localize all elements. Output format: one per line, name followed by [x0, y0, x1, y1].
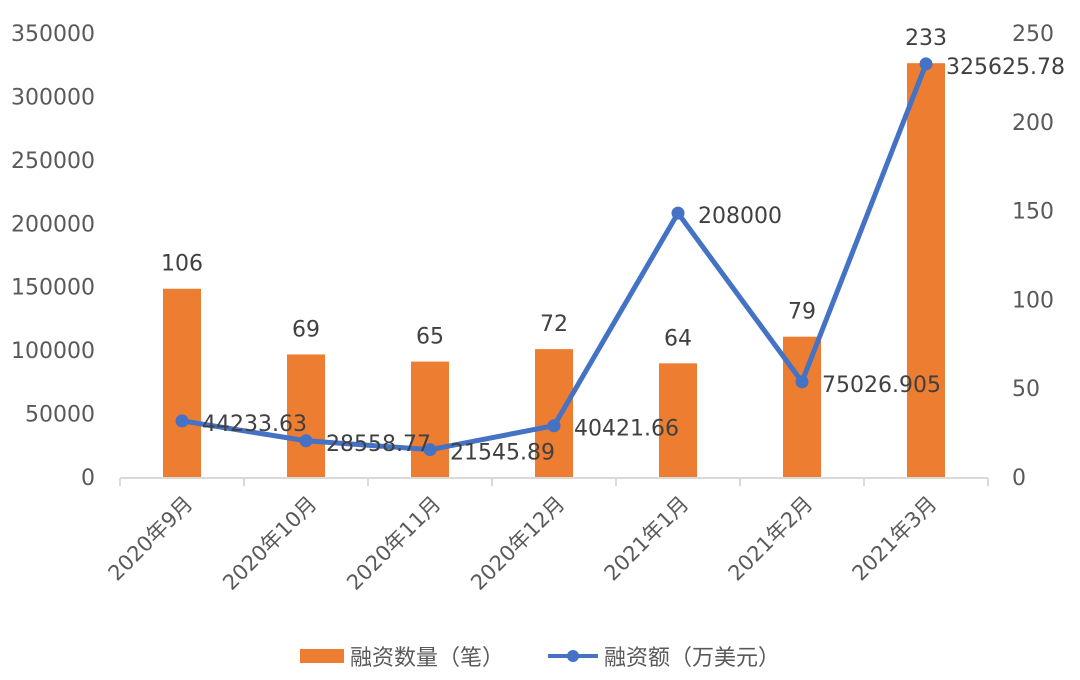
bar — [783, 336, 821, 477]
bar-value-label: 65 — [416, 325, 444, 350]
x-category-label: 2020年9月 — [104, 492, 198, 586]
line-value-label: 208000 — [698, 204, 782, 229]
line-marker — [299, 434, 313, 448]
bar-value-label: 64 — [664, 326, 692, 351]
line-marker — [919, 57, 933, 71]
bar — [287, 354, 325, 477]
line-value-label: 21545.89 — [450, 441, 555, 466]
line-data-labels: 44233.63 28558.77 21545.89 40421.66 208000 75… — [202, 55, 1065, 466]
right-tick-label: 250 — [1012, 22, 1054, 47]
legend-item-bar: 融资数量（笔） — [299, 640, 504, 672]
line-marker — [671, 206, 685, 220]
line-value-label: 40421.66 — [574, 417, 679, 442]
bar — [659, 363, 697, 477]
right-tick-label: 0 — [1012, 466, 1026, 491]
bar — [411, 361, 449, 477]
x-category-label: 2021年3月 — [848, 492, 942, 586]
line-value-label: 75026.905 — [822, 373, 941, 398]
x-category-label: 2020年11月 — [342, 492, 445, 595]
bar — [907, 63, 945, 477]
line-marker — [175, 414, 189, 428]
bar-value-label: 72 — [540, 312, 568, 337]
left-tick-label: 200000 — [11, 212, 95, 237]
bar-swatch-icon — [299, 649, 344, 663]
bar — [535, 349, 573, 477]
line-marker — [423, 443, 437, 457]
x-category-label: 2021年2月 — [724, 492, 818, 586]
legend-item-line: 融资额（万美元） — [548, 640, 780, 672]
line-series — [175, 57, 933, 457]
left-tick-label: 0 — [81, 466, 95, 491]
left-tick-label: 50000 — [25, 403, 95, 428]
left-tick-label: 150000 — [11, 276, 95, 301]
x-axis-ticks — [119, 478, 989, 486]
left-tick-label: 100000 — [11, 339, 95, 364]
right-tick-label: 100 — [1012, 288, 1054, 313]
bar-value-label: 79 — [788, 300, 816, 325]
bar-series — [163, 63, 945, 477]
line-marker — [547, 419, 561, 433]
left-axis: 0 50000 100000 150000 200000 250000 300000 3500… — [11, 22, 95, 491]
bar-value-label: 233 — [905, 26, 947, 51]
bar-value-label: 69 — [292, 317, 320, 342]
left-tick-label: 300000 — [11, 85, 95, 110]
right-tick-label: 150 — [1012, 200, 1054, 225]
bar-value-label: 106 — [161, 252, 203, 277]
x-category-label: 2020年12月 — [466, 492, 569, 595]
x-axis-labels: 2020年9月 2020年10月 2020年11月 2020年12月 2021年1月 20… — [104, 492, 942, 595]
line-value-label: 28558.77 — [326, 432, 431, 457]
line-value-label: 325625.78 — [946, 55, 1065, 80]
right-axis: 0 50 100 150 200 250 — [1012, 22, 1054, 491]
line-value-label: 44233.63 — [202, 412, 307, 437]
legend-line-label: 融资额（万美元） — [604, 646, 781, 671]
legend-bar-label: 融资数量（笔） — [349, 646, 504, 671]
left-tick-label: 250000 — [11, 149, 95, 174]
line-swatch-icon — [548, 649, 598, 663]
line-marker — [795, 375, 809, 389]
right-tick-label: 200 — [1012, 111, 1054, 136]
right-tick-label: 50 — [1012, 377, 1040, 402]
bar — [163, 288, 201, 477]
x-category-label: 2021年1月 — [600, 492, 694, 586]
left-tick-label: 350000 — [11, 22, 95, 47]
bar-data-labels: 106 69 65 72 64 79 233 — [161, 26, 947, 351]
legend: 融资数量（笔） 融资额（万美元） — [0, 636, 1080, 676]
x-category-label: 2020年10月 — [218, 492, 321, 595]
